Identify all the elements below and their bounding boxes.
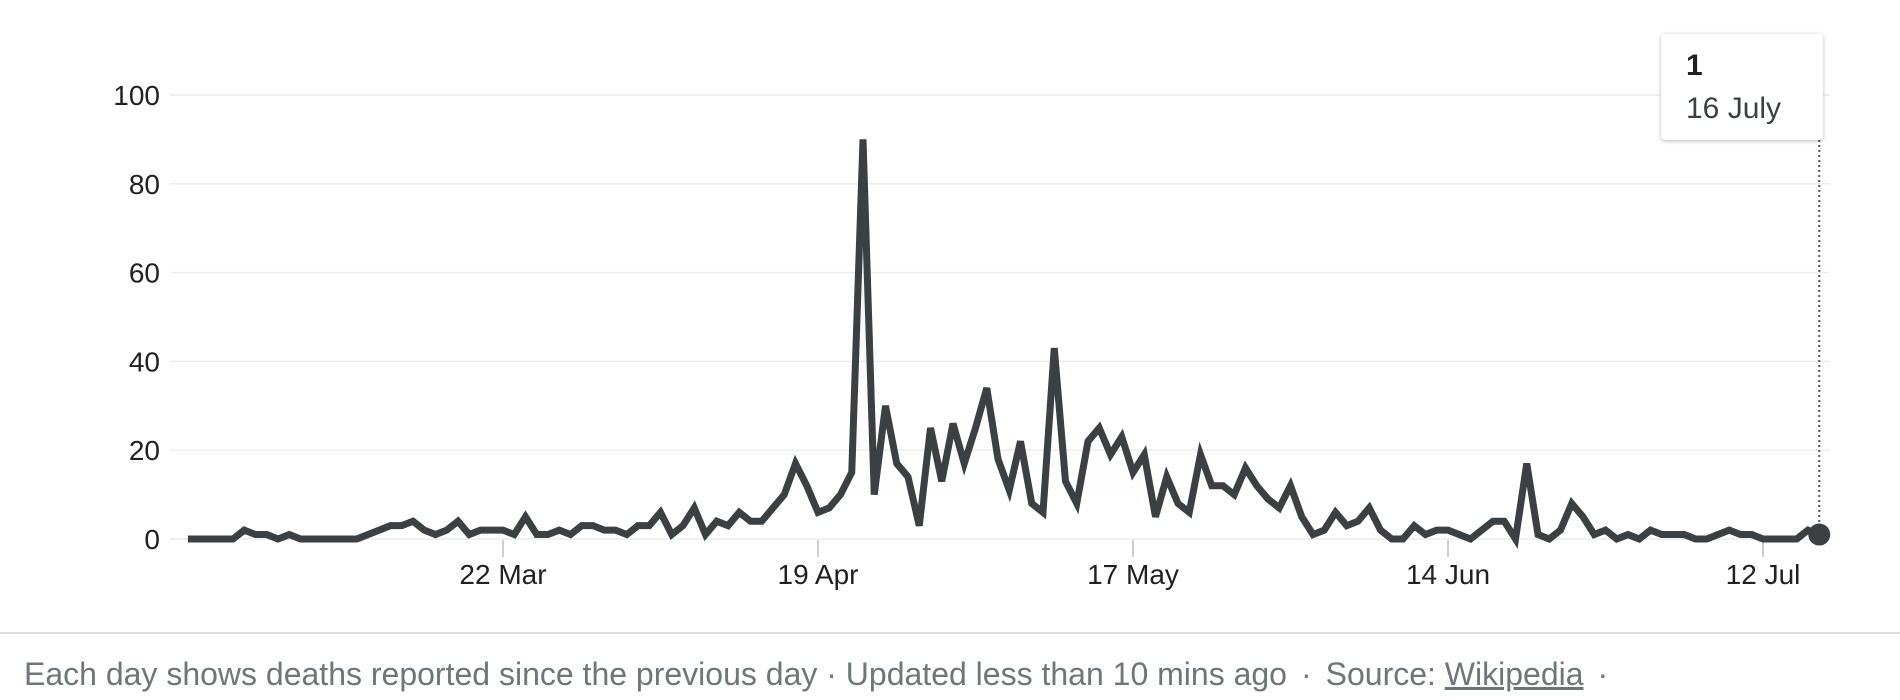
footer-divider [0, 632, 1900, 634]
footer-separator-end: · [1597, 656, 1609, 692]
tooltip-date: 16 July [1686, 92, 1782, 125]
x-tick-label: 17 May [1087, 559, 1179, 590]
hover-point[interactable] [1808, 523, 1831, 546]
y-tick-label: 40 [129, 346, 160, 377]
y-tick-label: 20 [129, 435, 160, 466]
x-tick-label: 14 Jun [1406, 559, 1490, 590]
y-tick-label: 80 [129, 169, 160, 200]
y-tick-label: 100 [113, 80, 160, 111]
y-tick-label: 0 [144, 524, 160, 555]
x-axis-ticks: 22 Mar 19 Apr 17 May 14 Jun 12 Jul [459, 540, 1800, 590]
deaths-line-chart: 0 20 40 60 80 100 22 Mar 19 Apr 17 May 14 Jun 12 … [113, 80, 1831, 590]
tooltip-value: 1 [1686, 49, 1703, 82]
footer-source-label: Source: [1325, 656, 1436, 692]
y-axis-ticks: 0 20 40 60 80 100 [113, 80, 160, 555]
series-line[interactable] [188, 139, 1821, 549]
source-link[interactable]: Wikipedia [1444, 656, 1584, 692]
y-tick-label: 60 [129, 258, 160, 289]
footer-description: Each day shows deaths reported since the… [24, 656, 1287, 692]
x-tick-label: 19 Apr [778, 559, 859, 590]
footer-separator: · [1300, 656, 1312, 692]
chart-tooltip: 1 16 July [1661, 34, 1823, 140]
x-tick-label: 12 Jul [1726, 559, 1801, 590]
chart-footer: Each day shows deaths reported since the… [24, 652, 1900, 696]
x-tick-label: 22 Mar [459, 559, 546, 590]
